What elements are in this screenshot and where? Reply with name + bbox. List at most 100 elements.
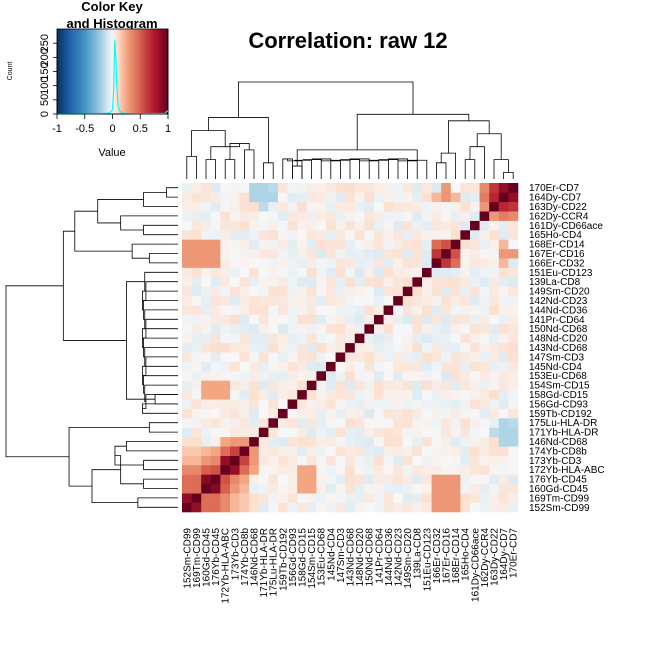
heatmap-cell: [508, 220, 519, 231]
heatmap-cell: [326, 352, 336, 362]
color-key-swatch: [68, 29, 71, 114]
heatmap-cell: [182, 239, 192, 250]
color-key-swatch: [118, 29, 121, 114]
heatmap-cell: [470, 446, 480, 456]
heatmap-cell: [470, 389, 480, 400]
color-key-swatch: [140, 29, 143, 114]
heatmap-cell: [422, 465, 432, 475]
heatmap-cell: [489, 361, 500, 372]
heatmap-cell: [364, 380, 375, 391]
heatmap-cell: [431, 239, 442, 250]
heatmap-cell: [412, 418, 423, 428]
heatmap-cell: [412, 239, 423, 250]
heatmap-cell: [182, 418, 192, 428]
heatmap-cell: [345, 427, 356, 438]
heatmap-cell: [249, 455, 260, 466]
column-label: 169Tm-CD99: [192, 528, 203, 588]
heatmap-cell: [374, 267, 384, 278]
heatmap-cell: [345, 248, 356, 259]
heatmap-cell: [374, 258, 384, 268]
heatmap-cell: [393, 436, 404, 447]
dendrogram-branch: [137, 497, 178, 508]
dendrogram-branch: [476, 133, 502, 160]
heatmap-cell: [383, 427, 394, 438]
heatmap-cell: [220, 371, 231, 381]
heatmap-cell: [498, 389, 509, 400]
heatmap-cell: [297, 427, 308, 438]
heatmap-cell: [316, 201, 327, 212]
heatmap-cell: [249, 220, 260, 231]
heatmap-cell: [258, 230, 269, 240]
heatmap-cell: [374, 361, 384, 372]
heatmap-cell: [479, 230, 490, 240]
column-label: 174Yb-CD8b: [240, 528, 251, 586]
heatmap-cell: [470, 352, 480, 362]
heatmap-cell: [316, 248, 327, 259]
heatmap-cell: [191, 295, 202, 306]
heatmap-cell: [297, 380, 308, 391]
heatmap-cell: [460, 380, 471, 391]
column-label: 176Yb-CD45: [211, 528, 222, 586]
heatmap-cell: [383, 277, 394, 287]
heatmap-cell: [489, 220, 500, 231]
heatmap-cell: [297, 286, 308, 297]
heatmap-cell: [297, 342, 308, 353]
heatmap-cell: [220, 474, 231, 485]
heatmap-cell: [479, 465, 490, 475]
heatmap-cell: [422, 352, 432, 362]
heatmap-cell: [191, 371, 202, 381]
heatmap-cell: [479, 183, 490, 193]
heatmap-cell: [479, 371, 490, 381]
color-key-swatch: [73, 29, 76, 114]
heatmap-cell: [508, 267, 519, 278]
heatmap-cell: [278, 361, 288, 372]
heatmap-cell: [441, 248, 452, 259]
color-key-swatch: [127, 29, 130, 114]
heatmap-cell: [479, 502, 490, 513]
chart-title: Correlation: raw 12: [248, 28, 447, 53]
heatmap-cell: [249, 389, 260, 400]
heatmap-cell: [230, 248, 240, 259]
heatmap-cell: [287, 192, 298, 203]
heatmap-cell: [306, 183, 317, 193]
heatmap-cell: [412, 436, 423, 447]
heatmap-cell: [201, 352, 212, 362]
heatmap-cell: [345, 418, 356, 428]
heatmap-cell: [422, 474, 432, 485]
heatmap-cell: [258, 286, 269, 297]
heatmap-cell: [258, 399, 269, 409]
heatmap-cell: [412, 211, 423, 221]
heatmap-cell: [498, 342, 509, 353]
heatmap-cell: [450, 427, 461, 438]
heatmap-cell: [402, 230, 413, 240]
heatmap-cell: [191, 361, 202, 372]
heatmap-cell: [210, 192, 221, 203]
heatmap-cell: [345, 371, 356, 381]
heatmap-cell: [306, 201, 317, 212]
dendrogram-branch: [282, 158, 293, 179]
heatmap-cell: [345, 295, 356, 306]
heatmap-cell: [354, 371, 365, 381]
heatmap-cell: [220, 267, 231, 278]
heatmap-cell: [431, 474, 442, 485]
heatmap-cell: [249, 258, 260, 268]
heatmap-cell: [402, 314, 413, 325]
heatmap-cell: [182, 286, 192, 297]
heatmap-cell: [489, 455, 500, 466]
dendrogram-branch: [263, 162, 274, 179]
heatmap-cell: [191, 333, 202, 344]
heatmap-cell: [201, 361, 212, 372]
heatmap-cell: [470, 380, 480, 391]
heatmap-cell: [249, 295, 260, 306]
heatmap-cell: [498, 333, 509, 344]
row-label: 142Nd-CD23: [529, 296, 588, 307]
heatmap-cell: [345, 267, 356, 278]
heatmap-cell: [498, 324, 509, 334]
heatmap-cell: [393, 465, 404, 475]
heatmap-cell: [412, 455, 423, 466]
color-key-swatch: [97, 29, 100, 114]
heatmap-cell: [326, 333, 336, 344]
heatmap-cell: [374, 220, 384, 231]
dendrogram-branch: [68, 426, 150, 487]
heatmap-cell: [268, 361, 279, 372]
